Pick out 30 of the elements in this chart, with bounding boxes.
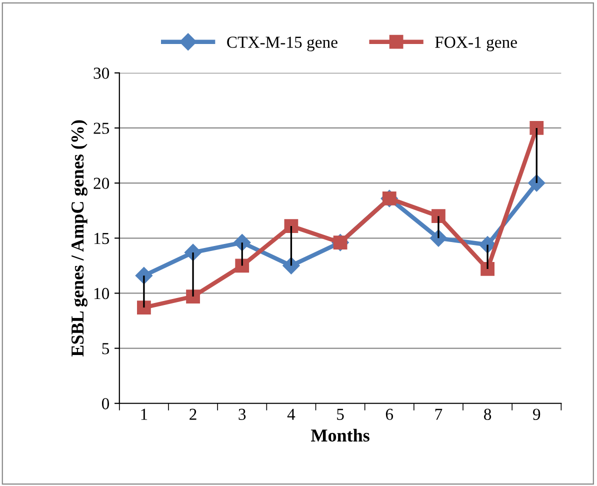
y-tick-label: 20 <box>94 178 110 190</box>
x-tick-label: 1 <box>141 408 148 420</box>
y-tick-label: 10 <box>94 288 110 300</box>
y-axis-title: ESBL genes / AmpC genes (%) <box>70 120 88 356</box>
point <box>284 219 298 233</box>
point <box>282 257 300 274</box>
point <box>530 121 544 135</box>
y-tick-label: 0 <box>102 398 110 410</box>
x-tick-label: 6 <box>386 408 394 420</box>
point <box>528 174 546 192</box>
y-tick-label: 5 <box>102 343 110 354</box>
x-tick-label: 3 <box>238 408 246 420</box>
point <box>186 290 200 304</box>
x-tick-label: 7 <box>435 408 442 420</box>
x-tick-label: 5 <box>337 408 344 420</box>
x-tick-label: 8 <box>484 408 492 420</box>
point <box>432 209 446 224</box>
x-axis-title: Months <box>311 428 370 442</box>
legend-label: FOX-1 gene <box>435 36 517 52</box>
y-tick-label: 30 <box>94 68 110 79</box>
point <box>137 300 151 314</box>
legend-label: CTX-M-15 gene <box>227 36 338 52</box>
x-tick-label: 2 <box>190 408 196 420</box>
point <box>235 258 250 273</box>
x-tick-label: 9 <box>533 408 540 420</box>
point <box>234 234 251 252</box>
y-tick-label: 15 <box>94 232 110 244</box>
y-tick-label: 25 <box>94 122 110 134</box>
point <box>480 262 494 276</box>
x-tick-label: 4 <box>287 408 296 420</box>
